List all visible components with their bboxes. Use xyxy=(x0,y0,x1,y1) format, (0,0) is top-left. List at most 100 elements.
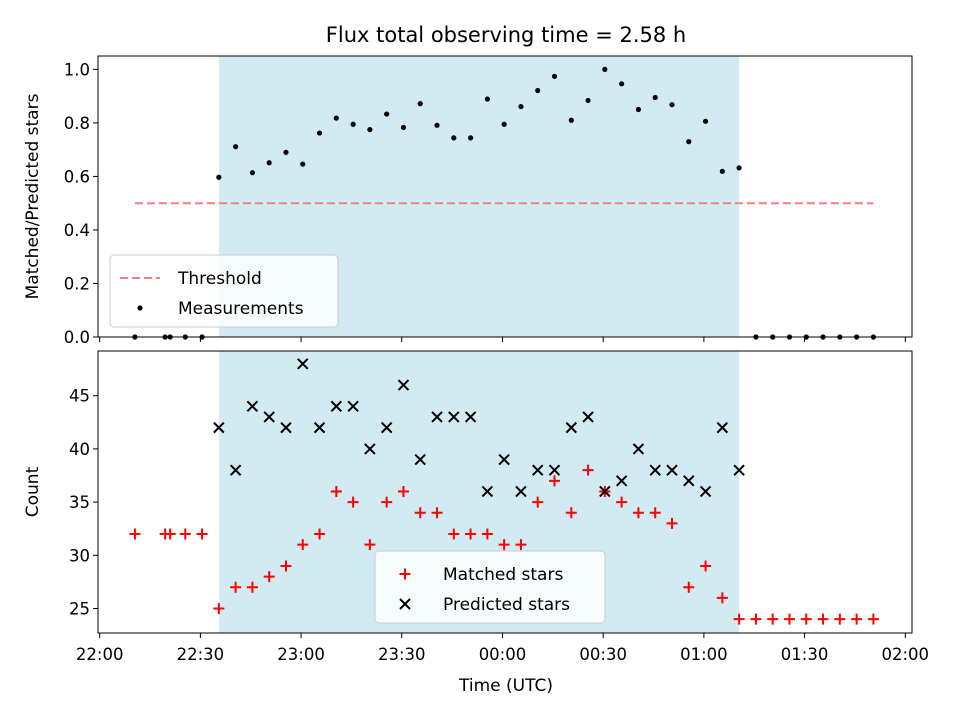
panel1-series1-point xyxy=(350,121,356,127)
panel1-series1-point xyxy=(686,139,692,145)
x-tick-label: 23:00 xyxy=(277,645,325,664)
panel2-series2-point xyxy=(716,421,729,434)
panel2-series2-point xyxy=(532,464,544,476)
panel2-series2-point xyxy=(699,485,712,498)
panel2-series2-point xyxy=(246,400,259,413)
x-tick-label: 01:30 xyxy=(781,645,829,664)
panel2-series2-point xyxy=(548,464,561,476)
panel1-series1-point xyxy=(283,149,289,155)
panel2-series1-point xyxy=(834,613,846,625)
panel2-series1-point xyxy=(397,485,409,497)
panel2-series2-point xyxy=(380,421,393,434)
panel2-series1-point xyxy=(800,613,812,625)
panel1-series1-point xyxy=(266,160,272,166)
panel2-series1-point xyxy=(263,571,275,583)
panel1-series1-point xyxy=(249,170,256,176)
panel2-series1-point xyxy=(314,528,326,540)
panel1-series1-point xyxy=(602,66,608,72)
panel2-series1-point xyxy=(616,496,628,508)
panel1-series1-point xyxy=(551,73,558,79)
panel1-series1-point xyxy=(384,111,390,117)
panel2-y-tick-label: 45 xyxy=(69,387,90,406)
panel2-series1-point xyxy=(179,528,191,540)
panel1-y-tick-label: 0.6 xyxy=(64,167,90,186)
x-tick-label: 23:30 xyxy=(378,645,426,664)
panel2-legend-box xyxy=(374,550,606,624)
x-tick-label: 00:00 xyxy=(479,645,527,664)
panel1-y-tick-label: 0.4 xyxy=(64,221,90,240)
panel2-y-axis-label: Count xyxy=(23,466,43,517)
panel2-series1-point xyxy=(666,517,678,529)
panel2-series2-point xyxy=(313,421,326,434)
panel2-series1-point xyxy=(364,539,376,551)
panel2-series1-point xyxy=(465,528,477,540)
panel2-series2-point xyxy=(615,475,628,487)
panel2-series2-point xyxy=(481,485,494,498)
panel2-legend-swatch xyxy=(399,568,411,580)
panel2-series1-point xyxy=(716,592,728,604)
panel2-y-tick-label: 30 xyxy=(69,546,90,565)
panel1-series1-point xyxy=(316,130,323,136)
panel2-series1-point xyxy=(448,528,460,540)
panel2-series2-point xyxy=(582,411,594,423)
panel1-series1-point xyxy=(702,118,709,124)
panel1-series1-point xyxy=(300,161,306,167)
panel2-y-tick-label: 35 xyxy=(69,493,90,512)
panel2-series1-point xyxy=(213,603,225,615)
panel2-series1-point xyxy=(750,613,762,625)
panel1-series1-point xyxy=(535,87,541,94)
panel2-series2-point xyxy=(448,411,460,423)
panel1-series1-point xyxy=(484,96,490,102)
panel1-y-tick-label: 0.2 xyxy=(64,274,90,293)
panel2-series2-point xyxy=(297,358,309,370)
panel2-series1-point xyxy=(549,475,561,487)
panel1-series1-point xyxy=(333,115,339,121)
panel2-series2-point xyxy=(414,453,426,466)
panel2-series1-point xyxy=(481,528,493,540)
panel2-series1-point xyxy=(733,613,745,625)
panel2-series1-point xyxy=(347,496,359,508)
panel1-legend-swatch xyxy=(137,305,143,311)
chart-title: Flux total observing time = 2.58 h xyxy=(326,23,686,47)
panel1-series1-point xyxy=(568,117,574,123)
panel1-series1-point xyxy=(736,165,742,171)
panel2-series2-point xyxy=(213,421,225,434)
panel1-series1-point xyxy=(434,122,440,128)
panel1-y-axis-label: Matched/Predicted stars xyxy=(23,93,43,299)
panel2-series1-point xyxy=(230,581,242,593)
panel2-series1-point xyxy=(867,613,879,625)
x-tick-label: 22:00 xyxy=(76,645,124,664)
panel2-series2-point xyxy=(599,485,611,498)
panel2-series1-point xyxy=(683,581,695,593)
panel1-series1-point xyxy=(400,124,407,131)
panel2-series1-point xyxy=(431,507,443,519)
panel2-series2-point xyxy=(733,464,745,476)
panel2-series2-point xyxy=(280,421,292,434)
panel1-axes-frame xyxy=(97,55,913,338)
panel1-series1-point xyxy=(652,94,658,101)
panel2-series2-point xyxy=(632,443,645,455)
panel1-legend-label: Measurements xyxy=(178,299,304,319)
panel1-series1-point xyxy=(619,81,625,87)
panel2-series2-point xyxy=(666,464,678,476)
panel2-series1-point xyxy=(297,539,309,551)
panel2-series1-point xyxy=(582,464,594,476)
x-axis-label: Time (UTC) xyxy=(458,676,553,696)
panel1-y-tick-label: 1.0 xyxy=(64,60,90,79)
x-tick-label: 02:00 xyxy=(882,645,930,664)
panel1-series1-point xyxy=(467,135,474,141)
panel2-series2-point xyxy=(515,485,527,498)
panel2-series2-point xyxy=(229,464,242,476)
panel1-y-tick-label: 0.0 xyxy=(64,328,90,347)
panel1-series1-point xyxy=(367,126,373,133)
panel2-y-tick-label: 25 xyxy=(69,600,90,619)
panel2-series1-point xyxy=(280,560,292,572)
panel2-series1-point xyxy=(767,613,779,625)
panel2-series1-point xyxy=(196,528,208,540)
panel1-series1-point xyxy=(719,168,725,174)
panel1-legend-label: Threshold xyxy=(177,269,262,289)
panel2-axes-frame xyxy=(97,350,913,634)
panel2-series1-point xyxy=(565,507,577,519)
x-tick-label: 00:30 xyxy=(579,645,627,664)
